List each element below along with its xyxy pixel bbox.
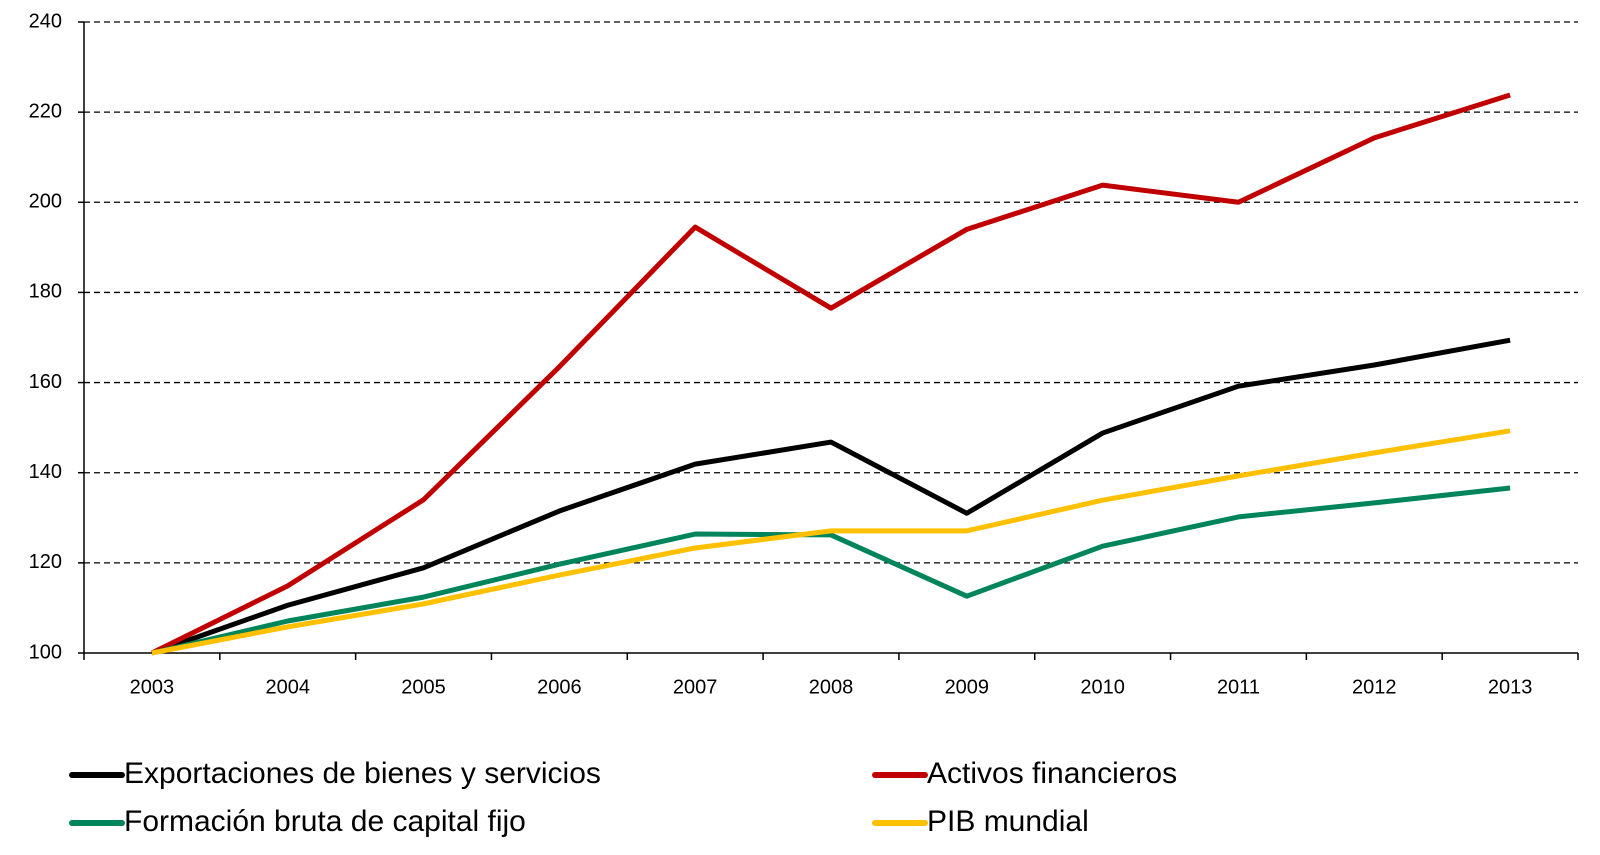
- x-tick-label: 2011: [1217, 676, 1260, 698]
- series-line: [151, 485, 1511, 656]
- y-tick-label: 160: [29, 371, 62, 393]
- x-tick-label: 2008: [809, 676, 854, 698]
- x-tick-label: 2012: [1352, 676, 1397, 698]
- y-tick-label: 140: [29, 461, 62, 483]
- legend-label: Activos financieros: [927, 757, 1177, 790]
- series-line: [151, 337, 1511, 656]
- legend-label: Exportaciones de bienes y servicios: [124, 757, 601, 790]
- y-tick-label: 180: [29, 281, 62, 303]
- x-tick-label: 2004: [265, 676, 310, 698]
- y-tick-label: 200: [29, 191, 62, 213]
- x-tick-label: 2009: [945, 676, 990, 698]
- x-tick-label: 2003: [130, 676, 175, 698]
- y-tick-label: 120: [29, 551, 62, 573]
- legend-label: PIB mundial: [927, 805, 1089, 838]
- y-tick-label: 220: [29, 100, 62, 122]
- x-tick-label: 2013: [1488, 676, 1533, 698]
- y-tick-label: 240: [29, 10, 62, 32]
- y-tick-label: 100: [29, 641, 62, 663]
- x-tick-label: 2005: [401, 676, 446, 698]
- series-line: [150, 92, 1511, 656]
- series-line: [151, 428, 1511, 656]
- legend-label: Formación bruta de capital fijo: [124, 805, 526, 838]
- x-tick-label: 2006: [537, 676, 582, 698]
- x-tick-label: 2007: [673, 676, 718, 698]
- x-tick-label: 2010: [1080, 676, 1125, 698]
